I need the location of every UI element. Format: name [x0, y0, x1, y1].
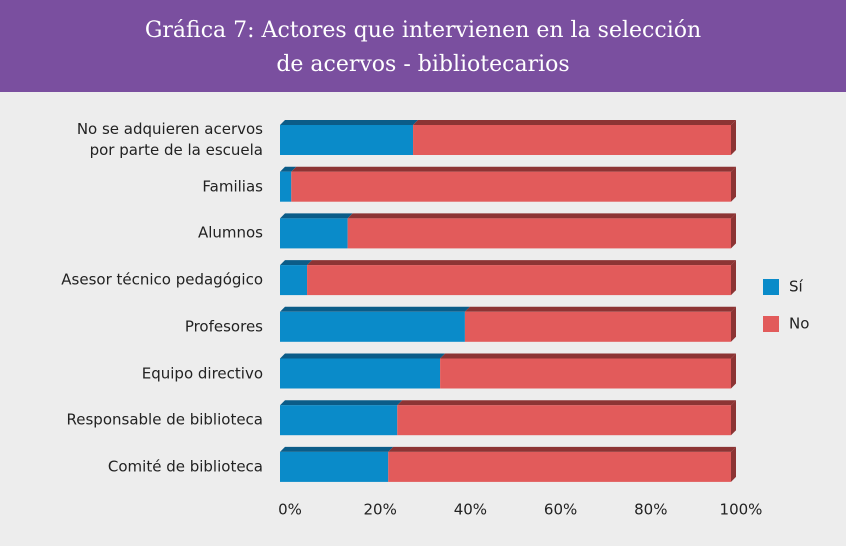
y-tick-label: No se adquieren acervos por parte de la … — [76, 120, 263, 159]
bar-end — [731, 306, 736, 342]
bar — [307, 265, 731, 296]
bar-end — [731, 213, 736, 249]
legend-swatch — [763, 279, 779, 295]
bar — [280, 405, 398, 436]
bar-end — [731, 353, 736, 389]
x-tick-label: 40% — [454, 501, 487, 519]
legend-swatch — [763, 316, 779, 332]
bar-top — [280, 306, 470, 312]
y-tick-label: Profesores — [184, 317, 263, 336]
title-banner — [0, 0, 846, 92]
bar-top — [388, 446, 736, 452]
bar — [280, 265, 308, 296]
bar-top — [307, 260, 736, 266]
y-tick-label: Comité de biblioteca — [107, 457, 263, 476]
bar — [280, 218, 348, 249]
x-tick-label: 60% — [544, 501, 577, 519]
x-tick-label: 100% — [720, 501, 763, 519]
y-tick-label: Alumnos — [197, 223, 263, 242]
bar-end — [731, 120, 736, 155]
bar-end — [731, 260, 736, 296]
legend-label: Sí — [789, 278, 804, 296]
bar-top — [280, 260, 313, 266]
bar — [464, 311, 731, 342]
y-tick-label: Responsable de biblioteca — [66, 410, 263, 429]
bar-end — [731, 400, 736, 436]
bar — [388, 451, 731, 482]
bar-top — [397, 400, 736, 406]
bar-top — [280, 166, 297, 172]
bar-top — [291, 166, 736, 172]
legend-label: No — [789, 315, 809, 333]
bar-top — [413, 120, 736, 125]
bar — [280, 358, 441, 389]
y-tick-label: Asesor técnico pedagógico — [61, 270, 263, 289]
bar — [347, 218, 731, 249]
bar — [397, 405, 731, 436]
bar-end — [731, 166, 736, 202]
bar — [280, 125, 414, 155]
y-tick-label: Equipo directivo — [141, 364, 263, 382]
bar — [440, 358, 731, 389]
bar-top — [347, 213, 736, 219]
bar-top — [464, 306, 736, 312]
x-tick-label: 20% — [364, 501, 397, 519]
bar-top — [440, 353, 736, 359]
bar-top — [280, 120, 419, 125]
bar-top — [280, 400, 403, 406]
bar-end — [731, 446, 736, 482]
bar-top — [280, 353, 446, 359]
bar — [291, 171, 731, 202]
chart-title: Gráfica 7: Actores que intervienen en la… — [144, 18, 702, 77]
bar-top — [280, 213, 353, 219]
y-tick-label: Familias — [202, 177, 263, 196]
bar — [413, 125, 731, 155]
bar — [280, 171, 292, 202]
x-tick-label: 80% — [634, 501, 667, 519]
bar — [280, 311, 465, 342]
bar — [280, 451, 389, 482]
bar-top — [280, 446, 394, 452]
x-tick-label: 0% — [278, 501, 302, 519]
